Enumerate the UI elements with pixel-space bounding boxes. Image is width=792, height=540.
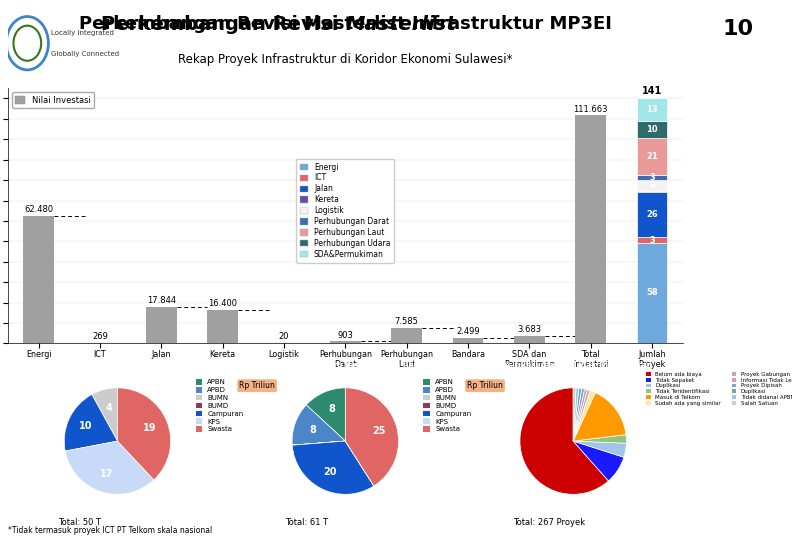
Text: | Perkembangan Revisi Masterlist Infrastruktur MP3EI: | Perkembangan Revisi Masterlist Infrast… — [734, 185, 743, 388]
Bar — [637, 238, 668, 242]
Wedge shape — [92, 388, 117, 441]
Bar — [637, 192, 668, 238]
Wedge shape — [573, 393, 626, 441]
Wedge shape — [520, 388, 608, 494]
Text: 3: 3 — [649, 235, 655, 245]
Text: 3.683: 3.683 — [517, 325, 542, 334]
Text: Perkembangan Revisi: Perkembangan Revisi — [101, 15, 345, 33]
Wedge shape — [345, 441, 374, 486]
Legend: Nilai Investasi: Nilai Investasi — [12, 92, 94, 108]
Wedge shape — [573, 435, 626, 443]
Text: 58: 58 — [646, 288, 658, 298]
Bar — [637, 175, 668, 180]
Text: 2.499: 2.499 — [456, 327, 480, 336]
Text: 4: 4 — [105, 402, 112, 413]
Wedge shape — [573, 388, 579, 441]
Text: Investasi dan Jumlah Proyek Infrastruktur Koridor Ekonomi Sulawesi: Investasi dan Jumlah Proyek Infrastruktu… — [158, 72, 535, 82]
Bar — [453, 338, 483, 343]
Wedge shape — [65, 441, 154, 494]
Wedge shape — [573, 388, 576, 441]
Wedge shape — [292, 441, 374, 494]
Wedge shape — [292, 441, 345, 445]
Bar — [637, 180, 668, 191]
Text: 19: 19 — [143, 423, 156, 433]
Text: 13: 13 — [646, 105, 658, 114]
Text: 3: 3 — [649, 173, 655, 182]
Bar — [146, 307, 177, 343]
Wedge shape — [92, 394, 117, 441]
Text: Rp Triliun: Rp Triliun — [467, 381, 503, 390]
Bar — [575, 116, 606, 343]
Wedge shape — [573, 389, 584, 441]
Text: 8: 8 — [309, 424, 316, 435]
Text: 6: 6 — [649, 181, 655, 190]
Text: 10: 10 — [646, 125, 658, 134]
Text: 26: 26 — [646, 210, 658, 219]
Wedge shape — [573, 390, 596, 441]
Text: 10: 10 — [79, 421, 93, 431]
Wedge shape — [573, 390, 590, 441]
Wedge shape — [117, 388, 171, 480]
Bar — [637, 98, 668, 121]
Text: 269: 269 — [92, 332, 108, 341]
Wedge shape — [573, 389, 588, 441]
Wedge shape — [292, 405, 345, 445]
Text: Total: 50 T: Total: 50 T — [58, 518, 101, 527]
Legend: APBN, APBD, BUMN, BUMD, Campuran, KPS, Swasta: APBN, APBD, BUMN, BUMD, Campuran, KPS, S… — [422, 378, 473, 434]
Text: Locally Integrated: Locally Integrated — [51, 30, 114, 36]
Wedge shape — [345, 388, 398, 486]
Wedge shape — [573, 441, 626, 457]
Text: 10: 10 — [723, 19, 754, 39]
Bar — [330, 341, 360, 343]
Text: Globally Connected: Globally Connected — [51, 51, 120, 57]
Text: 141: 141 — [642, 86, 662, 96]
Bar — [514, 336, 545, 343]
Bar — [637, 138, 668, 175]
Text: Klasifikasi Alasan Tidak Dimasukkan: Klasifikasi Alasan Tidak Dimasukkan — [494, 361, 653, 370]
Text: 7.585: 7.585 — [394, 317, 419, 326]
Text: Perkembangan Revisi Masterlist Infrastruktur MP3EI: Perkembangan Revisi Masterlist Infrastru… — [79, 15, 611, 32]
Text: Total: 61 T: Total: 61 T — [285, 518, 329, 527]
Wedge shape — [573, 441, 624, 481]
Legend: Belum ada biaya, Tidak Sepaket, Duplikasi, Tidak Teridentifikasi, Masuk di Telko: Belum ada biaya, Tidak Sepaket, Duplikas… — [645, 370, 792, 407]
Bar — [637, 191, 668, 192]
Wedge shape — [573, 388, 581, 441]
Wedge shape — [292, 441, 345, 445]
Bar — [637, 121, 668, 138]
Text: 903: 903 — [337, 330, 353, 340]
Text: Klasifikasi Usulan Baru Berdasarkan Pelaksana: Klasifikasi Usulan Baru Berdasarkan Pela… — [243, 361, 447, 370]
Text: 20: 20 — [323, 467, 337, 477]
Text: 21: 21 — [646, 152, 658, 161]
Text: Klasifikasi Perpres Berdasarkan Pelaksana: Klasifikasi Perpres Berdasarkan Pelaksan… — [25, 361, 210, 370]
Bar — [637, 242, 668, 343]
Text: 17.844: 17.844 — [147, 296, 176, 305]
Text: 25: 25 — [371, 427, 385, 436]
Bar — [391, 328, 422, 343]
Text: Total: 267 Proyek: Total: 267 Proyek — [513, 518, 585, 527]
Text: Masterlist: Masterlist — [345, 15, 456, 33]
Text: Rekap Proyek Infrastruktur di Koridor Ekonomi Sulawesi*: Rekap Proyek Infrastruktur di Koridor Ek… — [178, 53, 512, 66]
Text: Rp Triliun: Rp Triliun — [239, 381, 275, 390]
Text: 20: 20 — [279, 333, 289, 341]
Text: *Tidak termasuk proyek ICT PT Telkom skala nasional: *Tidak termasuk proyek ICT PT Telkom ska… — [8, 525, 212, 535]
Text: 62.480: 62.480 — [24, 205, 53, 214]
Bar — [208, 310, 238, 343]
Text: 16.400: 16.400 — [208, 299, 237, 308]
Text: 8: 8 — [328, 404, 335, 414]
Wedge shape — [307, 388, 345, 441]
Legend: APBN, APBD, BUMN, BUMD, Campuran, KPS, Swasta: APBN, APBD, BUMN, BUMD, Campuran, KPS, S… — [194, 378, 245, 434]
Text: 111.663: 111.663 — [573, 105, 608, 113]
Wedge shape — [64, 394, 117, 451]
Bar — [23, 216, 54, 343]
Text: 17: 17 — [100, 469, 113, 479]
